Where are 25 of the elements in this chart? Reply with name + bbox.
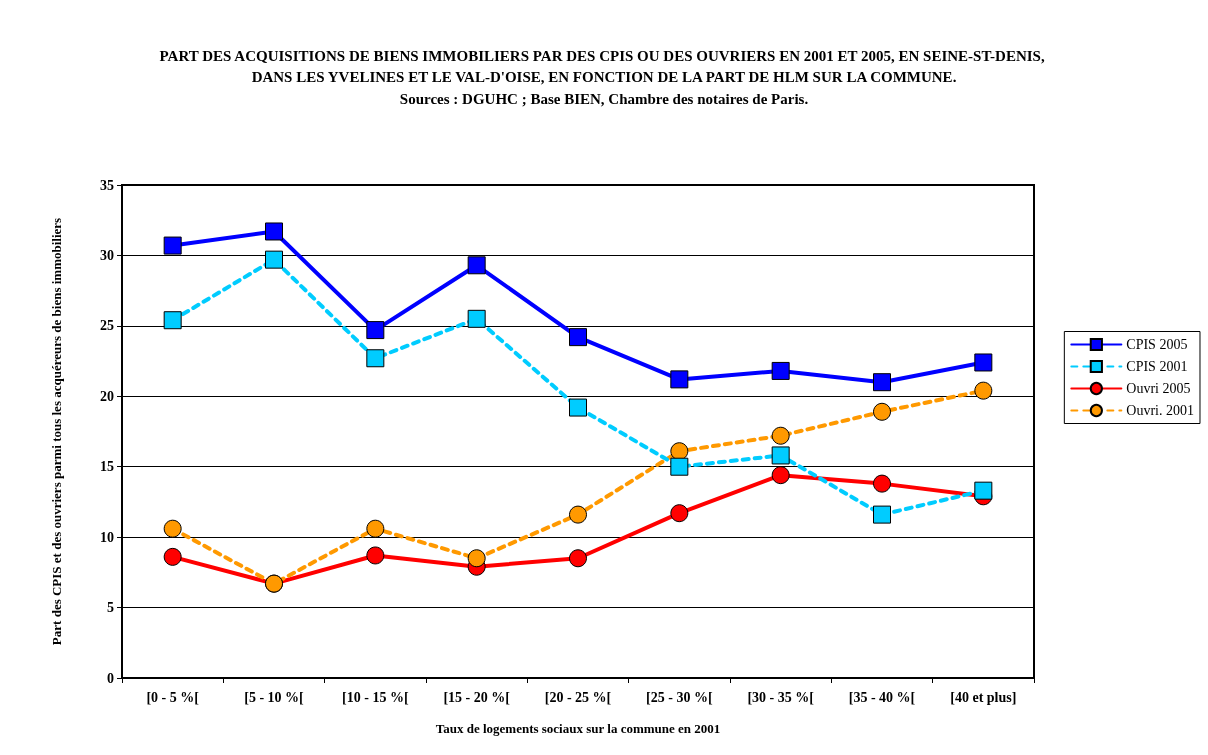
x-tick-label: [35 - 40 %[ [848,689,916,705]
x-tick-label: [10 - 15 %[ [342,689,409,705]
y-axis-title: Part des CPIS et des ouvriers parmi tous les acquéreurs de biens immobiliers [48,217,64,646]
y-tick-label: 10 [100,529,114,545]
y-tick-label: 35 [100,177,114,193]
y-tick-label: 20 [100,388,114,404]
y-tick-label: 5 [107,600,114,616]
x-tick-label: [30 - 35 %[ [747,689,815,705]
x-tick-label: [40 et plus] [950,689,1017,705]
x-tick-label: [15 - 20 %[ [443,689,511,705]
x-axis-title: Taux de logements sociaux sur la commune en 2001 [435,721,721,736]
x-tick-label: [0 - 5 %[ [146,689,200,705]
y-tick-label: 0 [107,670,114,686]
legend-label: CPIS 2001 [1126,359,1188,374]
chart-title: PART DES ACQUISITIONS DE BIENS IMMOBILIERS PAR DES CPIS OU DES OUVRIERS EN 2001 ET 2005, EN SEINE-ST-DENIS, DANS LES YVELINES ET LE VAL-D'OISE, EN FONCTION DE LA PART DE HLM SUR LA COMMUNE. [159,47,1049,85]
legend-label: CPIS 2005 [1126,337,1188,352]
y-tick-label: 30 [100,247,114,263]
x-tick-label: [5 - 10 %[ [244,689,305,705]
legend-label: Ouvri 2005 [1126,381,1191,396]
x-tick-label: [25 - 30 %[ [646,689,713,705]
legend-label: Ouvri. 2001 [1126,403,1195,418]
y-tick-label: 15 [100,459,114,475]
y-tick-label: 25 [100,318,114,334]
chart-subtitle: Sources : DGUHC ; Base BIEN, Chambre des notaires de Paris. [399,90,809,107]
x-tick-label: [20 - 25 %[ [544,689,612,705]
